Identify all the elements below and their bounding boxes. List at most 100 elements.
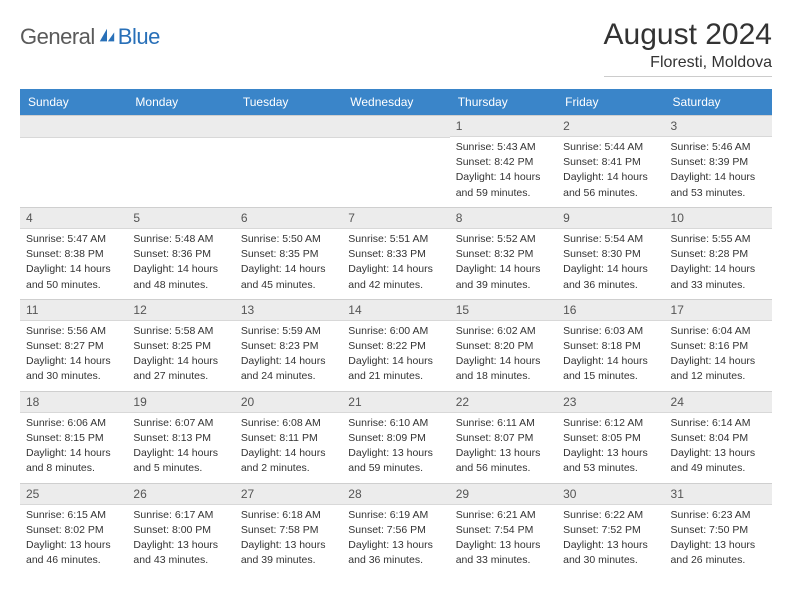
calendar-cell: 30Sunrise: 6:22 AMSunset: 7:52 PMDayligh… (557, 483, 664, 574)
calendar-cell: 29Sunrise: 6:21 AMSunset: 7:54 PMDayligh… (450, 483, 557, 574)
day-details: Sunrise: 5:47 AMSunset: 8:38 PMDaylight:… (20, 229, 127, 299)
daylight-text: Daylight: 14 hours (671, 262, 766, 277)
day-details: Sunrise: 6:00 AMSunset: 8:22 PMDaylight:… (342, 321, 449, 391)
sunset-text: Sunset: 8:33 PM (348, 247, 443, 262)
daylight-text: and 56 minutes. (563, 186, 658, 201)
day-details: Sunrise: 6:04 AMSunset: 8:16 PMDaylight:… (665, 321, 772, 391)
sunset-text: Sunset: 8:27 PM (26, 339, 121, 354)
daylight-text: Daylight: 14 hours (563, 170, 658, 185)
day-details: Sunrise: 6:15 AMSunset: 8:02 PMDaylight:… (20, 505, 127, 575)
day-details: Sunrise: 6:23 AMSunset: 7:50 PMDaylight:… (665, 505, 772, 575)
day-details: Sunrise: 5:59 AMSunset: 8:23 PMDaylight:… (235, 321, 342, 391)
weekday-header: Wednesday (342, 89, 449, 116)
daylight-text: Daylight: 13 hours (671, 446, 766, 461)
sunrise-text: Sunrise: 5:55 AM (671, 232, 766, 247)
calendar-row: 18Sunrise: 6:06 AMSunset: 8:15 PMDayligh… (20, 391, 772, 483)
daylight-text: and 26 minutes. (671, 553, 766, 568)
day-details: Sunrise: 6:07 AMSunset: 8:13 PMDaylight:… (127, 413, 234, 483)
daylight-text: Daylight: 14 hours (563, 354, 658, 369)
daylight-text: Daylight: 14 hours (241, 446, 336, 461)
logo: General Blue (20, 24, 160, 50)
daylight-text: Daylight: 14 hours (348, 262, 443, 277)
daylight-text: Daylight: 14 hours (133, 446, 228, 461)
daylight-text: Daylight: 13 hours (563, 446, 658, 461)
sunset-text: Sunset: 7:52 PM (563, 523, 658, 538)
calendar-cell (342, 116, 449, 208)
sunset-text: Sunset: 7:56 PM (348, 523, 443, 538)
sunrise-text: Sunrise: 5:54 AM (563, 232, 658, 247)
sunrise-text: Sunrise: 6:22 AM (563, 508, 658, 523)
daylight-text: Daylight: 14 hours (671, 170, 766, 185)
sunset-text: Sunset: 7:50 PM (671, 523, 766, 538)
calendar-cell: 21Sunrise: 6:10 AMSunset: 8:09 PMDayligh… (342, 391, 449, 483)
day-number: 2 (557, 116, 664, 137)
day-number: 28 (342, 484, 449, 505)
calendar-row: 11Sunrise: 5:56 AMSunset: 8:27 PMDayligh… (20, 299, 772, 391)
sunset-text: Sunset: 8:23 PM (241, 339, 336, 354)
day-details: Sunrise: 5:43 AMSunset: 8:42 PMDaylight:… (450, 137, 557, 207)
day-details: Sunrise: 6:22 AMSunset: 7:52 PMDaylight:… (557, 505, 664, 575)
sunrise-text: Sunrise: 6:14 AM (671, 416, 766, 431)
calendar-row: 1Sunrise: 5:43 AMSunset: 8:42 PMDaylight… (20, 116, 772, 208)
empty-day-header (342, 116, 449, 138)
calendar-cell: 9Sunrise: 5:54 AMSunset: 8:30 PMDaylight… (557, 207, 664, 299)
calendar-cell: 20Sunrise: 6:08 AMSunset: 8:11 PMDayligh… (235, 391, 342, 483)
daylight-text: Daylight: 14 hours (456, 354, 551, 369)
calendar-cell: 31Sunrise: 6:23 AMSunset: 7:50 PMDayligh… (665, 483, 772, 574)
sunrise-text: Sunrise: 5:59 AM (241, 324, 336, 339)
day-number: 12 (127, 300, 234, 321)
weekday-header: Tuesday (235, 89, 342, 116)
sunset-text: Sunset: 7:58 PM (241, 523, 336, 538)
sunset-text: Sunset: 8:35 PM (241, 247, 336, 262)
sunrise-text: Sunrise: 6:12 AM (563, 416, 658, 431)
day-number: 8 (450, 208, 557, 229)
daylight-text: Daylight: 14 hours (26, 354, 121, 369)
day-number: 5 (127, 208, 234, 229)
day-number: 18 (20, 392, 127, 413)
daylight-text: Daylight: 13 hours (26, 538, 121, 553)
day-number: 15 (450, 300, 557, 321)
daylight-text: and 49 minutes. (671, 461, 766, 476)
day-number: 19 (127, 392, 234, 413)
sunrise-text: Sunrise: 6:18 AM (241, 508, 336, 523)
daylight-text: and 2 minutes. (241, 461, 336, 476)
calendar-cell (127, 116, 234, 208)
calendar-cell: 11Sunrise: 5:56 AMSunset: 8:27 PMDayligh… (20, 299, 127, 391)
day-details: Sunrise: 6:10 AMSunset: 8:09 PMDaylight:… (342, 413, 449, 483)
day-number: 31 (665, 484, 772, 505)
day-number: 30 (557, 484, 664, 505)
calendar-cell: 5Sunrise: 5:48 AMSunset: 8:36 PMDaylight… (127, 207, 234, 299)
daylight-text: Daylight: 13 hours (456, 538, 551, 553)
sunset-text: Sunset: 8:18 PM (563, 339, 658, 354)
calendar-cell: 27Sunrise: 6:18 AMSunset: 7:58 PMDayligh… (235, 483, 342, 574)
daylight-text: and 56 minutes. (456, 461, 551, 476)
calendar-cell (235, 116, 342, 208)
daylight-text: and 43 minutes. (133, 553, 228, 568)
calendar-cell: 16Sunrise: 6:03 AMSunset: 8:18 PMDayligh… (557, 299, 664, 391)
daylight-text: and 30 minutes. (26, 369, 121, 384)
daylight-text: and 27 minutes. (133, 369, 228, 384)
daylight-text: Daylight: 14 hours (348, 354, 443, 369)
calendar-cell: 18Sunrise: 6:06 AMSunset: 8:15 PMDayligh… (20, 391, 127, 483)
sunrise-text: Sunrise: 6:00 AM (348, 324, 443, 339)
daylight-text: Daylight: 13 hours (348, 538, 443, 553)
daylight-text: Daylight: 14 hours (563, 262, 658, 277)
day-details: Sunrise: 6:21 AMSunset: 7:54 PMDaylight:… (450, 505, 557, 575)
daylight-text: and 48 minutes. (133, 278, 228, 293)
sunset-text: Sunset: 8:05 PM (563, 431, 658, 446)
sunrise-text: Sunrise: 5:58 AM (133, 324, 228, 339)
sunset-text: Sunset: 7:54 PM (456, 523, 551, 538)
day-details: Sunrise: 6:12 AMSunset: 8:05 PMDaylight:… (557, 413, 664, 483)
daylight-text: and 42 minutes. (348, 278, 443, 293)
daylight-text: Daylight: 14 hours (26, 262, 121, 277)
calendar-cell: 17Sunrise: 6:04 AMSunset: 8:16 PMDayligh… (665, 299, 772, 391)
daylight-text: and 59 minutes. (456, 186, 551, 201)
day-details: Sunrise: 5:46 AMSunset: 8:39 PMDaylight:… (665, 137, 772, 207)
calendar-cell: 26Sunrise: 6:17 AMSunset: 8:00 PMDayligh… (127, 483, 234, 574)
day-number: 25 (20, 484, 127, 505)
daylight-text: and 36 minutes. (348, 553, 443, 568)
daylight-text: and 5 minutes. (133, 461, 228, 476)
calendar-cell: 4Sunrise: 5:47 AMSunset: 8:38 PMDaylight… (20, 207, 127, 299)
calendar-cell: 6Sunrise: 5:50 AMSunset: 8:35 PMDaylight… (235, 207, 342, 299)
daylight-text: Daylight: 13 hours (456, 446, 551, 461)
